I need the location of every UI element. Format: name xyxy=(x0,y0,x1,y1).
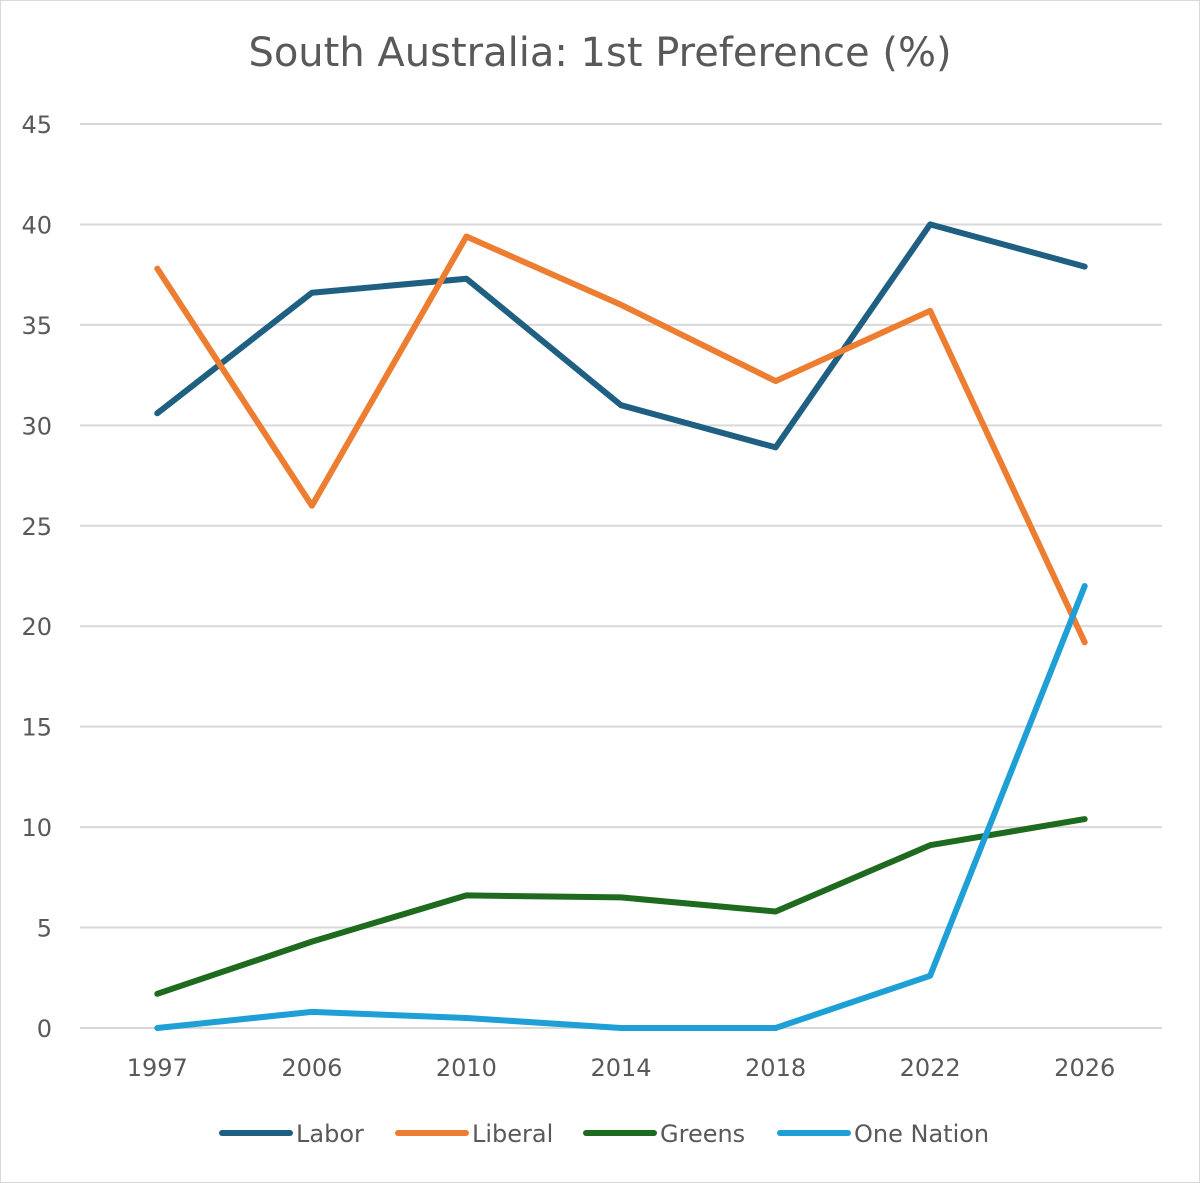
legend: Labor Liberal Greens One Nation xyxy=(219,1120,989,1148)
gridlines xyxy=(80,123,1162,1029)
y-tick-label: 45 xyxy=(21,111,52,139)
y-axis-ticks: 0 5 10 15 20 25 30 35 40 45 xyxy=(21,111,52,1043)
x-tick-label: 2014 xyxy=(590,1054,651,1082)
x-tick-label: 2022 xyxy=(900,1054,961,1082)
x-tick-label: 1997 xyxy=(127,1054,188,1082)
x-axis-ticks: 1997 2006 2010 2014 2018 2022 2026 xyxy=(127,1054,1116,1082)
y-tick-label: 40 xyxy=(21,211,52,239)
x-tick-label: 2010 xyxy=(436,1054,497,1082)
series-line-liberal xyxy=(154,233,1088,646)
y-tick-label: 20 xyxy=(21,613,52,641)
legend-label-labor: Labor xyxy=(296,1120,364,1148)
legend-label-greens: Greens xyxy=(660,1120,745,1148)
y-tick-label: 35 xyxy=(21,312,52,340)
x-tick-label: 2018 xyxy=(745,1054,806,1082)
series-lines xyxy=(154,221,1088,1031)
y-tick-label: 0 xyxy=(37,1015,52,1043)
legend-label-one-nation: One Nation xyxy=(854,1120,989,1148)
x-tick-label: 2006 xyxy=(281,1054,342,1082)
y-tick-label: 25 xyxy=(21,513,52,541)
legend-label-liberal: Liberal xyxy=(472,1120,553,1148)
y-tick-label: 30 xyxy=(21,412,52,440)
series-line-one-nation xyxy=(154,583,1088,1031)
series-line-greens xyxy=(154,816,1088,997)
chart-title: South Australia: 1st Preference (%) xyxy=(248,30,952,76)
series-line-labor xyxy=(154,221,1088,451)
x-tick-label: 2026 xyxy=(1054,1054,1115,1082)
y-tick-label: 5 xyxy=(37,915,52,943)
y-tick-label: 10 xyxy=(21,814,52,842)
y-tick-label: 15 xyxy=(21,714,52,742)
